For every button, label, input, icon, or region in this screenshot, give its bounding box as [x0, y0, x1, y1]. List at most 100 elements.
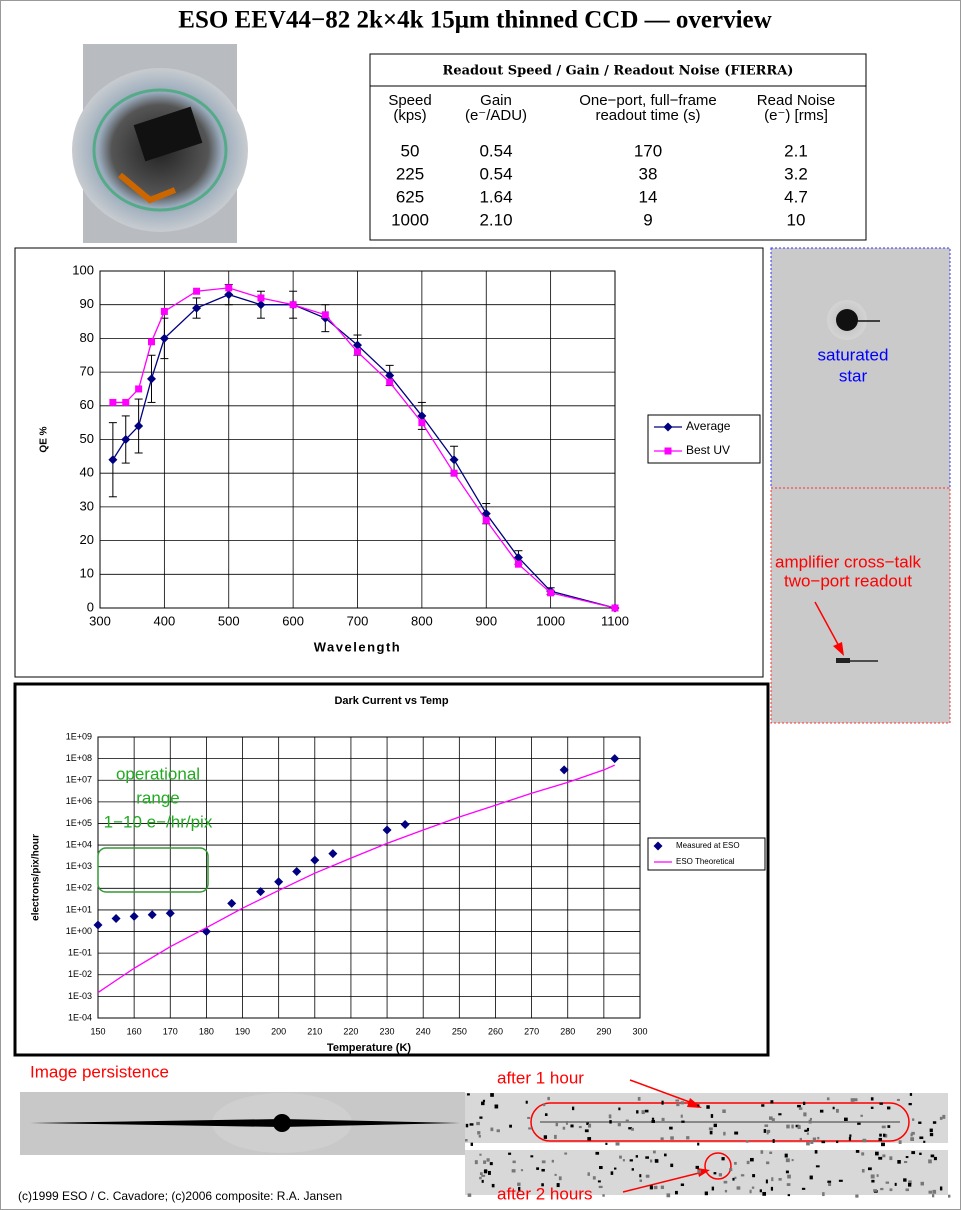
crosstalk-label: two−port readout	[784, 571, 912, 590]
speckle	[680, 1101, 685, 1105]
annotation: 1−10 e−/hr/pix	[104, 812, 213, 831]
speckle	[772, 1139, 775, 1143]
marker	[482, 516, 490, 524]
speckle	[809, 1175, 813, 1180]
speckle	[875, 1151, 879, 1156]
speckle	[736, 1186, 741, 1190]
speckle	[836, 1108, 839, 1113]
speckle	[578, 1125, 582, 1129]
speckle	[670, 1136, 674, 1140]
speckle	[598, 1185, 603, 1189]
speckle	[650, 1159, 653, 1163]
marker	[385, 370, 395, 380]
speckle	[770, 1186, 774, 1191]
speckle	[883, 1133, 888, 1138]
speckle	[496, 1129, 500, 1133]
chart-frame	[14, 247, 764, 678]
speckle	[855, 1150, 860, 1153]
speckle	[483, 1160, 487, 1164]
series-line	[112, 293, 616, 609]
y-tick-label: 1E+04	[66, 839, 92, 849]
speckle	[778, 1178, 782, 1181]
speckle	[766, 1130, 769, 1135]
speckle	[832, 1106, 835, 1110]
speckle	[697, 1104, 700, 1107]
crosstalk-ghost	[836, 658, 850, 663]
speckle	[873, 1189, 878, 1192]
speckle	[556, 1183, 560, 1188]
marker	[354, 348, 361, 356]
speckle	[718, 1173, 722, 1177]
x-tick-label: 210	[307, 1026, 322, 1036]
persistence-label: Image persistence	[30, 1062, 169, 1081]
speckle	[723, 1180, 728, 1184]
marker	[159, 333, 169, 343]
legend-box	[647, 837, 766, 871]
speckle	[479, 1153, 482, 1156]
speckle	[597, 1180, 601, 1183]
marker	[148, 338, 155, 346]
table-cell: 4.7	[784, 187, 808, 206]
photo-cable	[118, 172, 177, 204]
speckle	[660, 1137, 664, 1141]
crosstalk-frame	[770, 487, 951, 724]
speckle	[822, 1192, 825, 1197]
y-tick-label: 1E+02	[66, 883, 92, 893]
speckle	[680, 1114, 683, 1118]
speckle	[625, 1119, 629, 1123]
speckle	[592, 1176, 596, 1180]
speckle	[654, 1159, 659, 1163]
speckle	[517, 1182, 521, 1186]
speckle	[799, 1137, 802, 1141]
speckle	[797, 1104, 801, 1108]
chart-title: Dark Current vs Temp	[334, 695, 448, 707]
y-tick-label: 1E+00	[66, 926, 92, 936]
speckle	[923, 1140, 926, 1143]
marker	[289, 301, 297, 309]
speckle	[547, 1096, 550, 1101]
x-tick-label: 260	[488, 1026, 503, 1036]
chart: Dark Current vs Temp 1E-04 1E-03 1E-02 1E-01…	[13, 682, 770, 1057]
speckle	[861, 1152, 865, 1156]
y-axis-label: electrons/pix/hour	[31, 834, 42, 921]
speckle	[631, 1127, 634, 1131]
x-tick-label: 1100	[601, 613, 629, 628]
photo-seal	[92, 88, 228, 212]
table-header: (e⁻/ADU)	[465, 107, 527, 124]
speckle	[609, 1120, 612, 1124]
speckle	[870, 1174, 875, 1179]
speckle	[494, 1104, 499, 1109]
hour1-frame	[465, 1093, 948, 1143]
y-tick-label: 70	[80, 364, 94, 379]
speckle	[909, 1093, 913, 1096]
speckle	[947, 1194, 951, 1198]
speckle	[930, 1154, 935, 1158]
marker	[481, 509, 491, 519]
ccd-photo	[72, 44, 248, 243]
marker	[386, 378, 394, 386]
speckle	[919, 1136, 924, 1140]
star-image: saturated star	[770, 247, 951, 489]
speckle	[904, 1160, 908, 1164]
speckle	[910, 1137, 915, 1141]
speckle	[476, 1121, 480, 1126]
marker	[418, 419, 426, 427]
speckle	[614, 1167, 617, 1170]
x-tick-label: 150	[90, 1026, 105, 1036]
speckle	[697, 1169, 701, 1174]
speckle	[908, 1102, 912, 1106]
speckle	[878, 1137, 882, 1142]
speckle	[617, 1123, 621, 1127]
speckle	[751, 1186, 755, 1189]
speckle	[605, 1142, 608, 1145]
speckle	[787, 1194, 791, 1197]
speckle	[785, 1170, 789, 1174]
x-tick-label: 160	[127, 1026, 142, 1036]
speckle	[486, 1158, 490, 1162]
speckle	[509, 1124, 512, 1128]
marker	[310, 855, 320, 865]
speckle	[881, 1125, 886, 1129]
speckle	[918, 1121, 922, 1124]
speckle	[826, 1097, 830, 1101]
speckle	[481, 1179, 484, 1183]
